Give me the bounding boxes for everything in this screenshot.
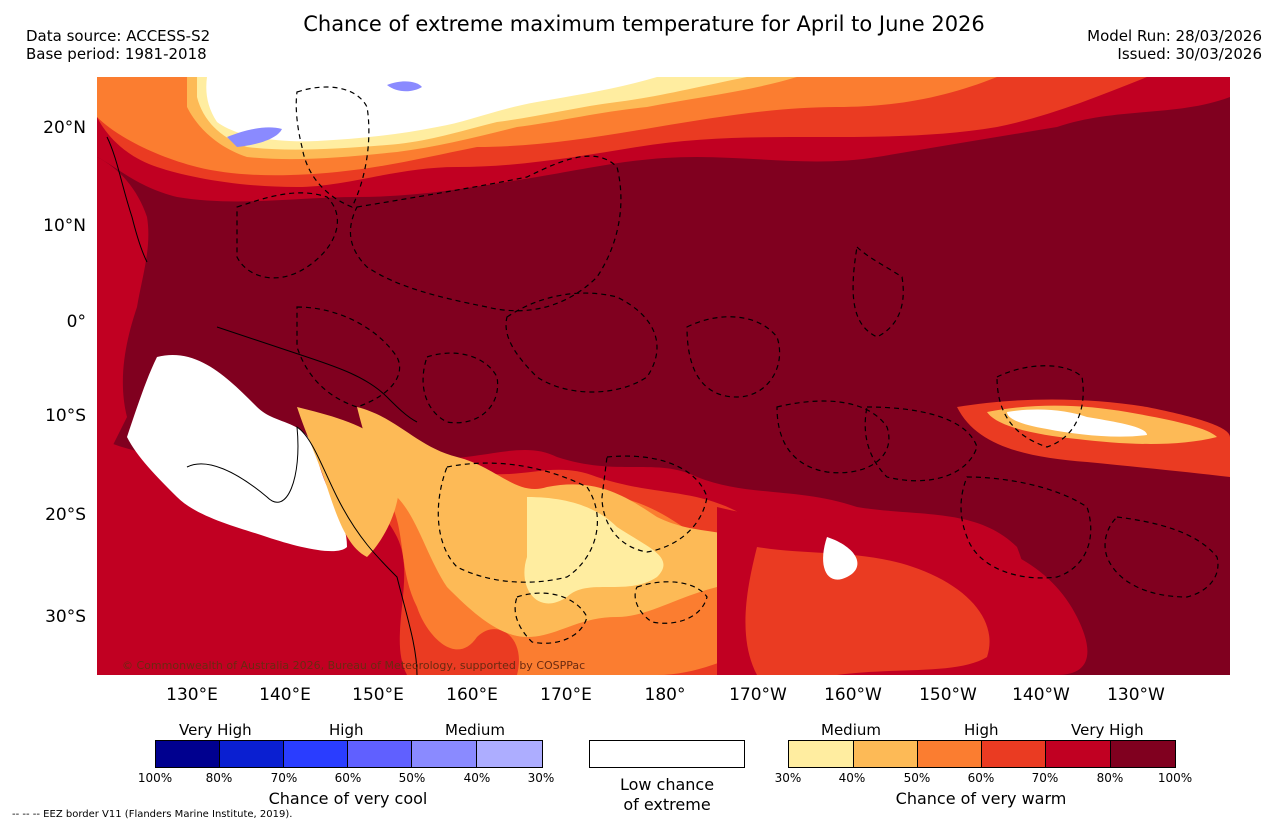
- cool-pct-40: 40%: [463, 771, 491, 785]
- cool-swatch-50-60: [348, 741, 412, 767]
- warm-swatch-70-80: [1046, 741, 1111, 767]
- lon-label-160e: 160°E: [446, 685, 498, 705]
- warm-pct-40: 40%: [838, 771, 866, 785]
- lon-label-160w: 160°W: [824, 685, 882, 705]
- cool-swatch-40-50: [412, 741, 477, 767]
- lat-label-30s: 30°S: [45, 607, 86, 627]
- eez-borders: [236, 86, 1219, 644]
- cool-swatch-80-100: [156, 741, 220, 767]
- region-low-southeast: [823, 537, 858, 580]
- low-caption-line2: of extreme: [623, 795, 711, 814]
- low-chance-caption: Low chance of extreme: [589, 775, 745, 815]
- issued-date: Issued: 30/03/2026: [1117, 45, 1262, 63]
- cool-swatch-60-70: [284, 741, 348, 767]
- lon-label-170w: 170°W: [729, 685, 787, 705]
- cool-heading-high: High: [329, 721, 364, 739]
- warm-caption: Chance of very warm: [895, 789, 1067, 808]
- source-info: Data source: ACCESS-S2 Base period: 1981…: [26, 27, 210, 63]
- base-period: Base period: 1981-2018: [26, 45, 207, 63]
- warm-swatch-80-100: [1111, 741, 1175, 767]
- cool-swatch-70-80: [220, 741, 284, 767]
- cool-caption: Chance of very cool: [268, 789, 428, 808]
- region-30-south: [524, 497, 664, 604]
- cool-heading-very-high: Very High: [179, 721, 252, 739]
- data-source: Data source: ACCESS-S2: [26, 27, 211, 45]
- cool-colorbar: [155, 740, 543, 768]
- cool-swatch-30-40: [477, 741, 542, 767]
- eez-footnote: -- -- -- EEZ border V11 (Flanders Marine…: [12, 809, 293, 820]
- model-run: Model Run: 28/03/2026: [1087, 27, 1262, 45]
- lat-label-20s: 20°S: [45, 505, 86, 525]
- lon-label-180: 180°: [644, 685, 686, 705]
- warm-swatch-60-70: [982, 741, 1046, 767]
- region-40-australia: [297, 407, 400, 557]
- cool-pct-100: 100%: [137, 771, 173, 785]
- warm-pct-50: 50%: [903, 771, 931, 785]
- cool-pct-30: 30%: [527, 771, 555, 785]
- cool-pct-80: 80%: [205, 771, 233, 785]
- warm-pct-70: 70%: [1031, 771, 1059, 785]
- lon-label-140e: 140°E: [259, 685, 311, 705]
- lat-label-10s: 10°S: [45, 406, 86, 426]
- lon-label-130e: 130°E: [166, 685, 218, 705]
- cool-heading-medium: Medium: [445, 721, 505, 739]
- warm-swatch-30-40: [789, 741, 854, 767]
- region-cool-north-1: [227, 127, 282, 147]
- lon-label-150w: 150°W: [919, 685, 977, 705]
- lon-label-150e: 150°E: [352, 685, 404, 705]
- warm-pct-100: 100%: [1157, 771, 1193, 785]
- warm-colorbar: [788, 740, 1176, 768]
- chart-title: Chance of extreme maximum temperature fo…: [303, 12, 985, 36]
- probability-map: [97, 77, 1230, 675]
- warm-heading-high: High: [964, 721, 999, 739]
- copyright-notice: © Commonwealth of Australia 2026, Bureau…: [122, 659, 586, 672]
- region-low-north: [206, 77, 657, 142]
- coastline-philippines: [106, 136, 148, 263]
- lat-label-20n: 20°N: [43, 118, 86, 138]
- coastline-australia: [186, 425, 418, 675]
- lon-label-130w: 130°W: [1107, 685, 1165, 705]
- region-cool-north-2: [387, 81, 422, 92]
- region-60-southeast: [745, 547, 990, 675]
- lat-label-0: 0°: [66, 312, 86, 332]
- low-caption-line1: Low chance: [619, 775, 715, 794]
- low-chance-swatch: [589, 740, 745, 768]
- run-info: Model Run: 28/03/2026 Issued: 30/03/2026: [1087, 27, 1262, 63]
- coastline-png: [216, 326, 418, 423]
- warm-pct-60: 60%: [967, 771, 995, 785]
- warm-heading-very-high: Very High: [1071, 721, 1144, 739]
- region-low-east: [1007, 409, 1147, 437]
- cool-pct-50: 50%: [398, 771, 426, 785]
- lon-label-170e: 170°E: [540, 685, 592, 705]
- map-canvas: [97, 77, 1230, 675]
- warm-heading-medium: Medium: [821, 721, 881, 739]
- region-high-west: [97, 157, 149, 477]
- cool-pct-60: 60%: [334, 771, 362, 785]
- region-low-australia: [127, 355, 347, 552]
- warm-swatch-50-60: [918, 741, 982, 767]
- low-swatch: [590, 741, 744, 767]
- lon-label-140w: 140°W: [1012, 685, 1070, 705]
- warm-pct-30: 30%: [774, 771, 802, 785]
- warm-pct-80: 80%: [1096, 771, 1124, 785]
- cool-pct-70: 70%: [270, 771, 298, 785]
- warm-swatch-40-50: [854, 741, 918, 767]
- lat-label-10n: 10°N: [43, 216, 86, 236]
